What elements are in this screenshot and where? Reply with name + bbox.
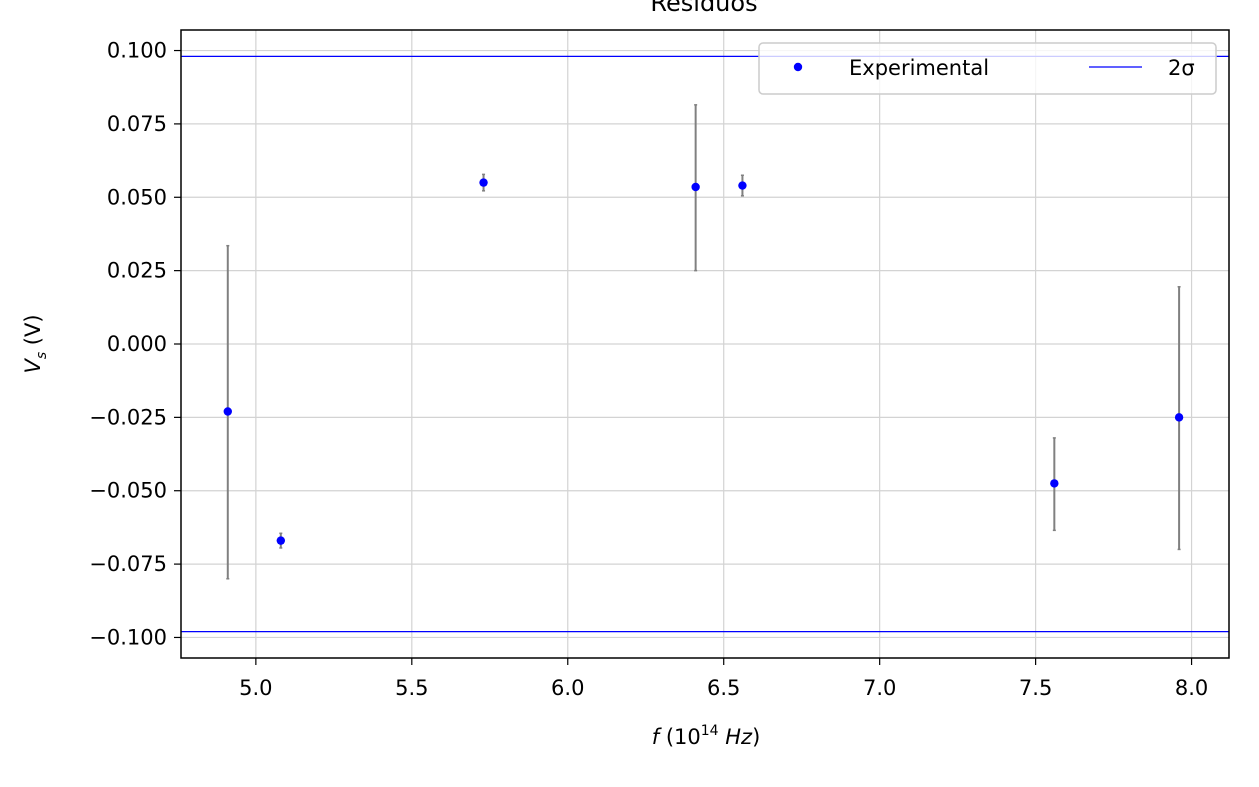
y-tick-label: −0.100 (89, 625, 167, 649)
data-points (223, 178, 1184, 545)
chart-title: Residuos (650, 0, 757, 17)
x-tick-label: 8.0 (1175, 676, 1208, 700)
x-ticks: 5.0 5.5 6.0 6.5 7.0 7.5 8.0 (239, 658, 1208, 700)
x-tick-label: 7.0 (863, 676, 896, 700)
legend-marker-experimental (793, 62, 803, 72)
data-point (276, 536, 286, 545)
x-tick-label: 5.0 (239, 676, 272, 700)
x-tick-label: 6.5 (707, 676, 740, 700)
legend-box (758, 42, 1217, 95)
grid (181, 30, 1229, 658)
data-point (1174, 413, 1184, 422)
data-point (223, 407, 232, 416)
x-tick-label: 5.5 (395, 676, 428, 700)
y-axis-label: Vs (V) (21, 314, 50, 373)
y-tick-label: 0.025 (107, 259, 167, 283)
y-tick-label: −0.025 (89, 405, 167, 429)
x-axis-label: f (1014 Hz) (652, 723, 761, 749)
legend: Experimental 2σ (758, 42, 1217, 95)
data-point (479, 178, 488, 187)
y-tick-label: 0.000 (107, 332, 167, 356)
data-point (1050, 479, 1059, 488)
legend-label-two-sigma: 2σ (1168, 56, 1195, 80)
x-tick-label: 7.5 (1019, 676, 1052, 700)
y-ticks: 0.100 0.075 0.050 0.025 0.000 −0.025 −0.050 −0.… (89, 39, 181, 649)
x-tick-label: 6.0 (551, 676, 584, 700)
y-tick-label: 0.100 (107, 39, 167, 63)
data-point (738, 181, 747, 190)
y-tick-label: −0.075 (89, 552, 167, 576)
legend-label-experimental: Experimental (849, 56, 989, 80)
y-tick-label: 0.075 (107, 112, 167, 136)
data-point (691, 182, 700, 192)
error-bars (226, 104, 1181, 580)
y-tick-label: 0.050 (107, 185, 167, 209)
y-tick-label: −0.050 (89, 479, 167, 503)
